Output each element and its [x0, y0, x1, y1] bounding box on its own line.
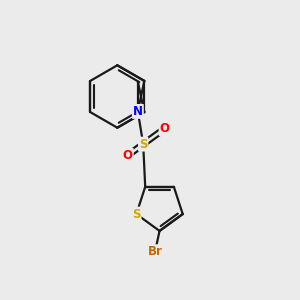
Text: Br: Br [148, 245, 163, 258]
Text: O: O [160, 122, 170, 135]
Text: O: O [123, 149, 133, 162]
Text: S: S [132, 208, 141, 220]
Text: N: N [133, 105, 143, 118]
Text: S: S [139, 138, 147, 151]
